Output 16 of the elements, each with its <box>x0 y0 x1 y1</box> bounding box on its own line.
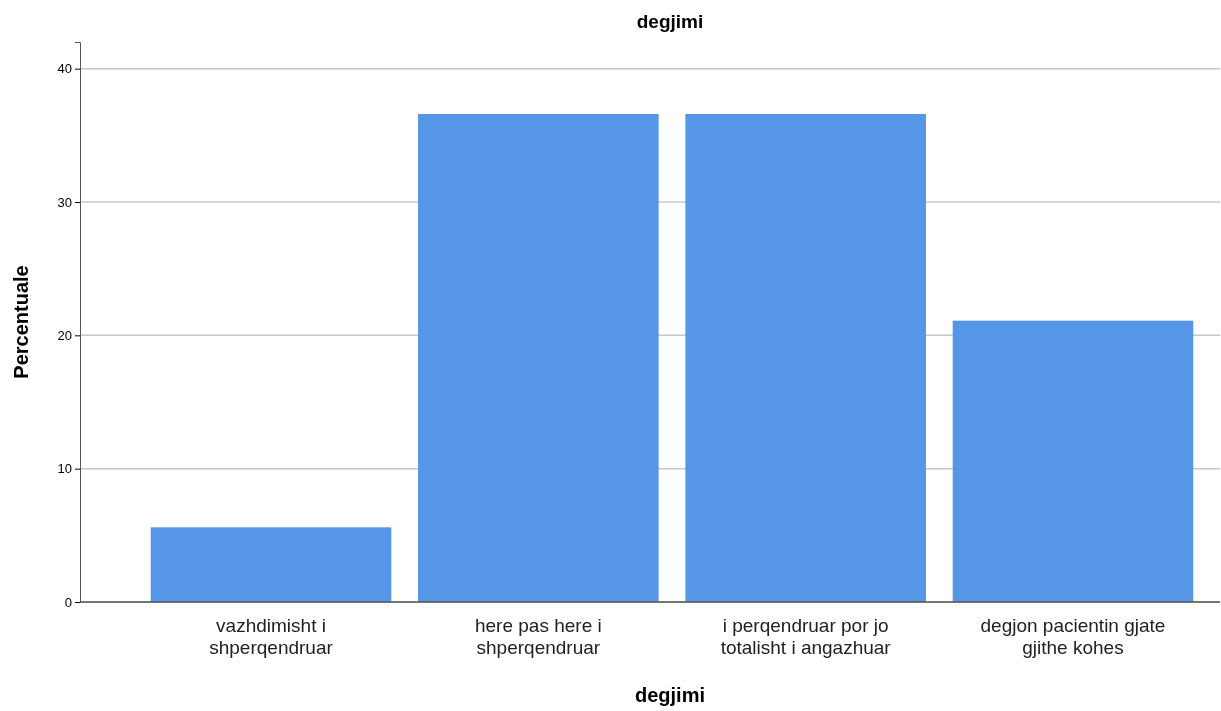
y-tick-label: 10 <box>57 461 72 477</box>
bar <box>685 114 926 602</box>
x-tick-label: i perqendruar por jo totalisht i angazhuar <box>720 615 892 658</box>
bar <box>418 114 659 602</box>
y-tick-label: 30 <box>57 194 72 210</box>
y-tick-label: 20 <box>57 327 72 343</box>
chart-title: degjimi <box>636 11 704 32</box>
x-tick-label: here pas here i shperqendruar <box>474 615 602 658</box>
x-tick-label: degjon pacientin gjate gjithe kohes <box>980 615 1166 658</box>
x-axis-title: degjimi <box>634 684 706 706</box>
bar <box>952 320 1194 602</box>
bar <box>150 527 392 602</box>
y-axis-title: Percentuale <box>10 265 32 379</box>
y-tick-label: 40 <box>57 61 72 77</box>
y-tick-label: 0 <box>64 594 72 610</box>
x-tick-label: vazhdimisht i shperqendruar <box>209 615 334 658</box>
